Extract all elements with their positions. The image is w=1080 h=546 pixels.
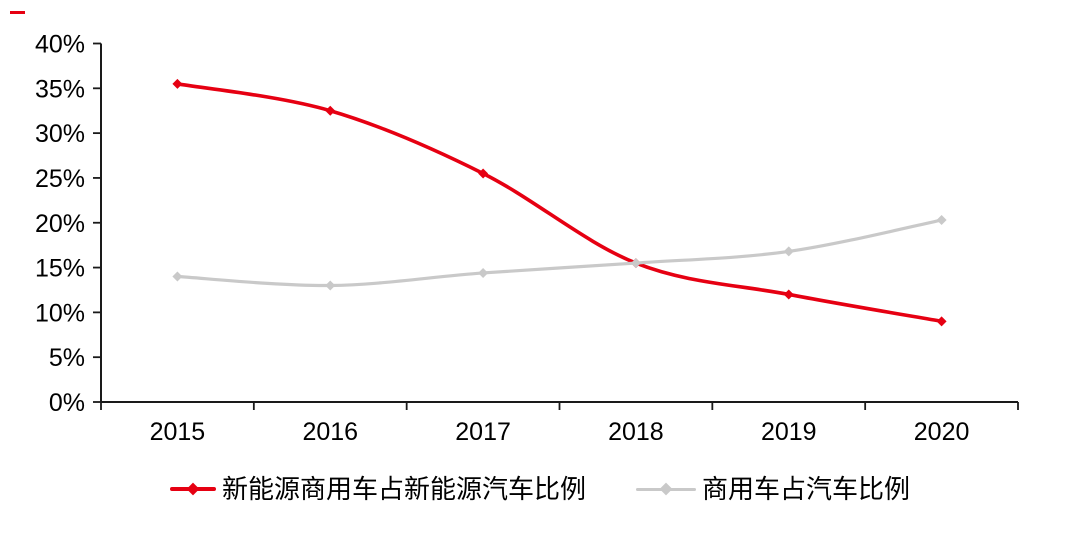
series-markers-1 (172, 215, 947, 291)
y-tick-label: 10% (35, 299, 85, 327)
x-tick-label: 2018 (608, 418, 664, 446)
legend-line-sample-red (169, 482, 216, 496)
line-chart: 0% 5% 10% 15% 20% 25% 30% 35% 40% 2015 2016 2017 201… (35, 31, 1019, 446)
y-tick-label: 15% (35, 255, 85, 283)
diamond-marker-icon (630, 258, 641, 269)
diamond-marker-icon (659, 482, 673, 496)
chart-legend: 新能源商用车占新能源汽车比例 商用车占汽车比例 (0, 471, 1080, 507)
corner-red-dash (10, 11, 25, 14)
diamond-marker-icon (325, 105, 336, 116)
x-tick-label: 2016 (302, 418, 358, 446)
diamond-marker-icon (936, 316, 947, 327)
y-tick-label: 30% (35, 120, 85, 148)
y-tick-label: 40% (35, 31, 85, 59)
chart-canvas: 0%5%10%15%20%25%30%35%40%2015 2016 2017 201… (35, 31, 1019, 446)
y-tick-label: 35% (35, 75, 85, 103)
diamond-marker-icon (478, 168, 489, 179)
series-line-0 (175, 82, 944, 324)
x-tick-label: 2019 (761, 418, 817, 446)
diamond-marker-icon (172, 271, 183, 282)
series-line-1 (175, 218, 944, 288)
legend-label: 新能源商用车占新能源汽车比例 (221, 474, 586, 504)
diamond-marker-icon (783, 289, 794, 300)
diamond-marker-icon (186, 482, 200, 496)
y-tick-label: 5% (49, 344, 85, 372)
diamond-marker-icon (478, 267, 489, 278)
series-markers-0 (172, 78, 947, 327)
diamond-marker-icon (172, 78, 183, 89)
legend-item-commercial-share: 商用车占汽车比例 (636, 476, 910, 502)
y-tick-label: 20% (35, 210, 85, 238)
legend-label: 商用车占汽车比例 (702, 474, 911, 504)
x-tick-label: 2017 (455, 418, 511, 446)
diamond-marker-icon (936, 215, 947, 226)
x-axis-labels: 2015 2016 2017 2018 2019 2020 (150, 418, 970, 446)
x-tick-label: 2020 (914, 418, 970, 446)
legend-item-nev-commercial-share: 新能源商用车占新能源汽车比例 (169, 474, 586, 504)
legend-line-sample-gray (636, 482, 696, 496)
x-tick-label: 2015 (150, 418, 206, 446)
x-axis-ticks (100, 402, 1019, 410)
y-tick-label: 0% (49, 389, 85, 417)
diamond-marker-icon (783, 246, 794, 257)
diamond-marker-icon (325, 280, 336, 291)
y-axis-ticks: 0% 5% 10% 15% 20% 25% 30% 35% 40% (35, 31, 101, 417)
y-tick-label: 25% (35, 165, 85, 193)
